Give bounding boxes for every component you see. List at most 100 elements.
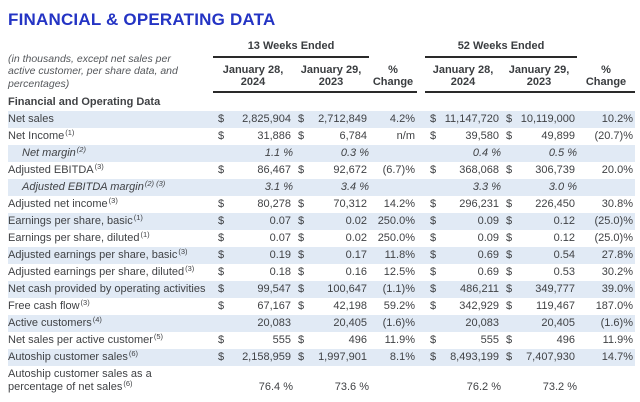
table-row: Autoship customer sales as a percentage … xyxy=(8,366,635,396)
value-cell: $100,647 xyxy=(293,281,369,298)
value-cell: $92,672 xyxy=(293,162,369,179)
change-cell: 30.2% xyxy=(601,266,633,278)
value: 0.02 xyxy=(345,215,367,227)
empty-cell xyxy=(577,179,635,196)
value-cell: 20,405 xyxy=(333,317,367,329)
value: 2,158,959 xyxy=(242,351,291,363)
currency-symbol: $ xyxy=(506,283,513,295)
spacer xyxy=(417,213,425,230)
change-cell: 11.9% xyxy=(384,334,415,346)
value: 496 xyxy=(348,334,367,346)
percent-cell: 76.2 % xyxy=(466,381,501,393)
col-header-line: 2024 xyxy=(240,76,266,88)
table-row: Net margin(2) 1.1 % 0.3 % 0.4 % 0.5 % xyxy=(8,145,635,162)
value-cell: $0.09 xyxy=(425,213,501,230)
change-cell: 8.1% xyxy=(389,351,415,363)
currency-symbol: $ xyxy=(506,266,513,278)
currency-symbol: $ xyxy=(506,249,513,261)
footnote-marker: (3) xyxy=(94,162,104,171)
change-cell: 59.2% xyxy=(383,300,415,312)
value-cell: $42,198 xyxy=(293,298,369,315)
table-body: Financial and Operating Data Net sales $2… xyxy=(8,92,635,396)
spacer xyxy=(417,281,425,298)
row-label: Adjusted net income(3) xyxy=(8,196,118,210)
value-cell: $8,493,199 xyxy=(425,349,501,366)
value-cell: $7,407,930 xyxy=(501,349,577,366)
row-label: Net sales xyxy=(8,113,54,125)
row-label: Earnings per share, basic(1) xyxy=(8,213,143,227)
value-cell: $0.09 xyxy=(425,230,501,247)
column-header-row: January 28, 2024 January 29, 2023 % Chan… xyxy=(8,57,635,93)
value: 0.17 xyxy=(345,249,367,261)
change-cell: (1.6)% xyxy=(382,317,415,329)
change-cell: 10.2% xyxy=(601,113,633,125)
footnote-marker: (2) xyxy=(76,145,86,154)
currency-symbol: $ xyxy=(218,351,225,363)
percent-cell: 3.0 % xyxy=(548,181,577,193)
table-row: Net Income(1) $31,886 $6,784 n/m $39,580 $49,… xyxy=(8,128,635,145)
currency-symbol: $ xyxy=(298,130,305,142)
value-cell: $0.16 xyxy=(293,264,369,281)
col-header-13wk-pct-change: % Change xyxy=(369,57,417,93)
currency-symbol: $ xyxy=(218,215,225,227)
spacer xyxy=(417,162,425,179)
change-cell: 14.7% xyxy=(601,351,633,363)
change-cell: 4.2% xyxy=(389,113,415,125)
section-header: Financial and Operating Data xyxy=(8,96,161,108)
value-cell: $296,231 xyxy=(425,196,501,213)
value-cell: 20,083 xyxy=(257,317,291,329)
spacer xyxy=(577,40,635,57)
value-cell: $0.02 xyxy=(293,213,369,230)
currency-symbol: $ xyxy=(218,113,225,125)
col-header-line: 2023 xyxy=(526,76,552,88)
percent-cell: 0.3 % xyxy=(340,147,369,159)
value-cell: $486,211 xyxy=(425,281,501,298)
value: 555 xyxy=(480,334,499,346)
col-header-52wk-2023: January 29, 2023 xyxy=(501,57,577,93)
currency-symbol: $ xyxy=(506,351,513,363)
spacer xyxy=(417,179,425,196)
value: 0.69 xyxy=(477,249,499,261)
value-cell: $349,777 xyxy=(501,281,577,298)
value: 368,068 xyxy=(459,164,499,176)
currency-symbol: $ xyxy=(298,266,305,278)
change-cell: n/m xyxy=(396,130,415,142)
col-header-line: % xyxy=(388,64,398,76)
empty-cell xyxy=(369,366,417,396)
value-cell: $31,886 xyxy=(213,128,293,145)
row-label: Earnings per share, diluted(1) xyxy=(8,230,150,244)
currency-symbol: $ xyxy=(218,130,225,142)
col-header-line: Change xyxy=(585,76,627,88)
table-row: Earnings per share, diluted(1) $0.07 $0.02… xyxy=(8,230,635,247)
value: 0.09 xyxy=(477,215,499,227)
value: 119,467 xyxy=(536,300,575,312)
table-row: Adjusted earnings per share, basic(3) $0.… xyxy=(8,247,635,264)
value-cell: $86,467 xyxy=(213,162,293,179)
value: 10,119,000 xyxy=(520,113,575,125)
spacer xyxy=(417,128,425,145)
currency-symbol: $ xyxy=(506,113,513,125)
percent-cell: 3.3 % xyxy=(472,181,501,193)
change-cell: (25.0)% xyxy=(594,215,633,227)
currency-symbol: $ xyxy=(506,164,513,176)
currency-symbol: $ xyxy=(218,232,225,244)
currency-symbol: $ xyxy=(506,198,513,210)
value-cell: $2,158,959 xyxy=(213,349,293,366)
value: 0.69 xyxy=(477,266,499,278)
currency-symbol: $ xyxy=(430,351,437,363)
currency-symbol: $ xyxy=(298,113,305,125)
value-cell: $368,068 xyxy=(425,162,501,179)
col-header-line: 2023 xyxy=(318,76,344,88)
footnote-marker: (6) xyxy=(128,349,139,358)
change-cell: (25.0)% xyxy=(594,232,633,244)
col-header-line: Change xyxy=(372,76,414,88)
change-cell: (20.7)% xyxy=(594,130,633,142)
value-cell: $342,929 xyxy=(425,298,501,315)
value-cell: $11,147,720 xyxy=(425,111,501,128)
col-header-52wk-2024: January 28, 2024 xyxy=(425,57,501,93)
value: 0.19 xyxy=(269,249,291,261)
row-label: Adjusted earnings per share, basic(3) xyxy=(8,247,188,261)
row-label: Autoship customer sales as a percentage … xyxy=(8,368,152,393)
value-cell: $99,547 xyxy=(213,281,293,298)
